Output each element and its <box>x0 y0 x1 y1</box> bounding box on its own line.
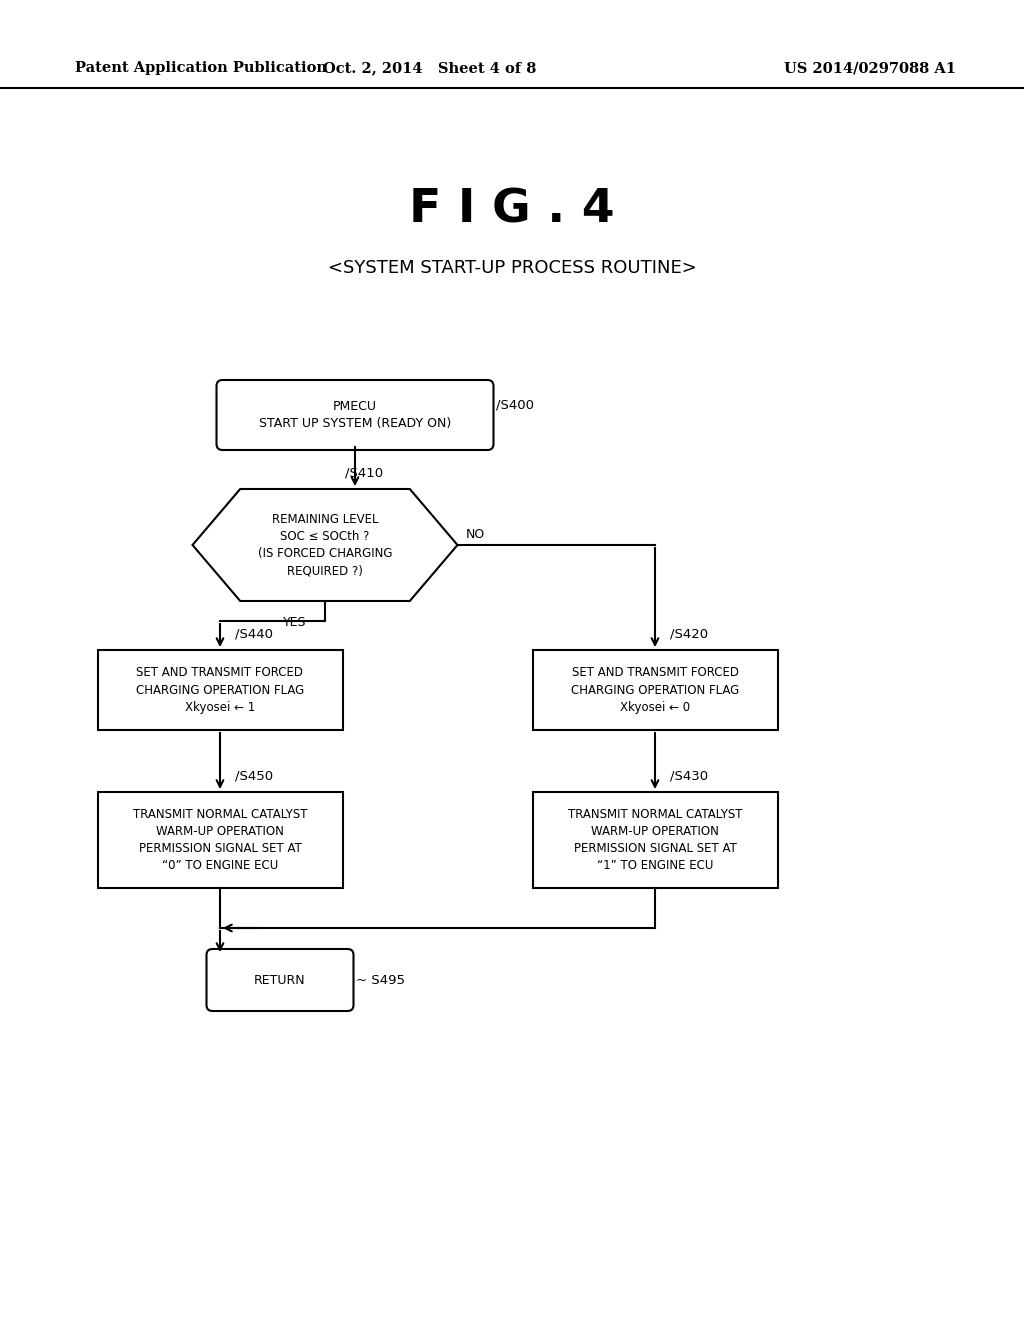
Text: RETURN: RETURN <box>254 974 306 986</box>
Text: F I G . 4: F I G . 4 <box>410 187 614 232</box>
Text: REMAINING LEVEL
SOC ≤ SOCth ?
(IS FORCED CHARGING
REQUIRED ?): REMAINING LEVEL SOC ≤ SOCth ? (IS FORCED… <box>258 513 392 577</box>
Text: /S440: /S440 <box>234 627 273 640</box>
Text: PMECU
START UP SYSTEM (READY ON): PMECU START UP SYSTEM (READY ON) <box>259 400 452 430</box>
Text: /S410: /S410 <box>345 466 383 479</box>
Polygon shape <box>193 488 458 601</box>
Text: /S420: /S420 <box>670 627 709 640</box>
Text: US 2014/0297088 A1: US 2014/0297088 A1 <box>784 61 956 75</box>
Text: SET AND TRANSMIT FORCED
CHARGING OPERATION FLAG
Xkyosei ← 1: SET AND TRANSMIT FORCED CHARGING OPERATI… <box>136 667 304 714</box>
Text: SET AND TRANSMIT FORCED
CHARGING OPERATION FLAG
Xkyosei ← 0: SET AND TRANSMIT FORCED CHARGING OPERATI… <box>570 667 739 714</box>
Text: Patent Application Publication: Patent Application Publication <box>75 61 327 75</box>
FancyBboxPatch shape <box>216 380 494 450</box>
Bar <box>532 792 777 888</box>
Text: /S450: /S450 <box>234 770 273 783</box>
Text: ~ S495: ~ S495 <box>355 974 404 986</box>
Bar <box>532 649 777 730</box>
Text: /S430: /S430 <box>670 770 709 783</box>
Text: <SYSTEM START-UP PROCESS ROUTINE>: <SYSTEM START-UP PROCESS ROUTINE> <box>328 259 696 277</box>
Text: TRANSMIT NORMAL CATALYST
WARM-UP OPERATION
PERMISSION SIGNAL SET AT
“0” TO ENGIN: TRANSMIT NORMAL CATALYST WARM-UP OPERATI… <box>133 808 307 873</box>
Text: /S400: /S400 <box>496 399 534 412</box>
Text: NO: NO <box>466 528 484 541</box>
Text: YES: YES <box>284 616 307 630</box>
FancyBboxPatch shape <box>207 949 353 1011</box>
Bar <box>97 792 342 888</box>
Text: Oct. 2, 2014   Sheet 4 of 8: Oct. 2, 2014 Sheet 4 of 8 <box>324 61 537 75</box>
Text: TRANSMIT NORMAL CATALYST
WARM-UP OPERATION
PERMISSION SIGNAL SET AT
“1” TO ENGIN: TRANSMIT NORMAL CATALYST WARM-UP OPERATI… <box>567 808 742 873</box>
Bar <box>97 649 342 730</box>
